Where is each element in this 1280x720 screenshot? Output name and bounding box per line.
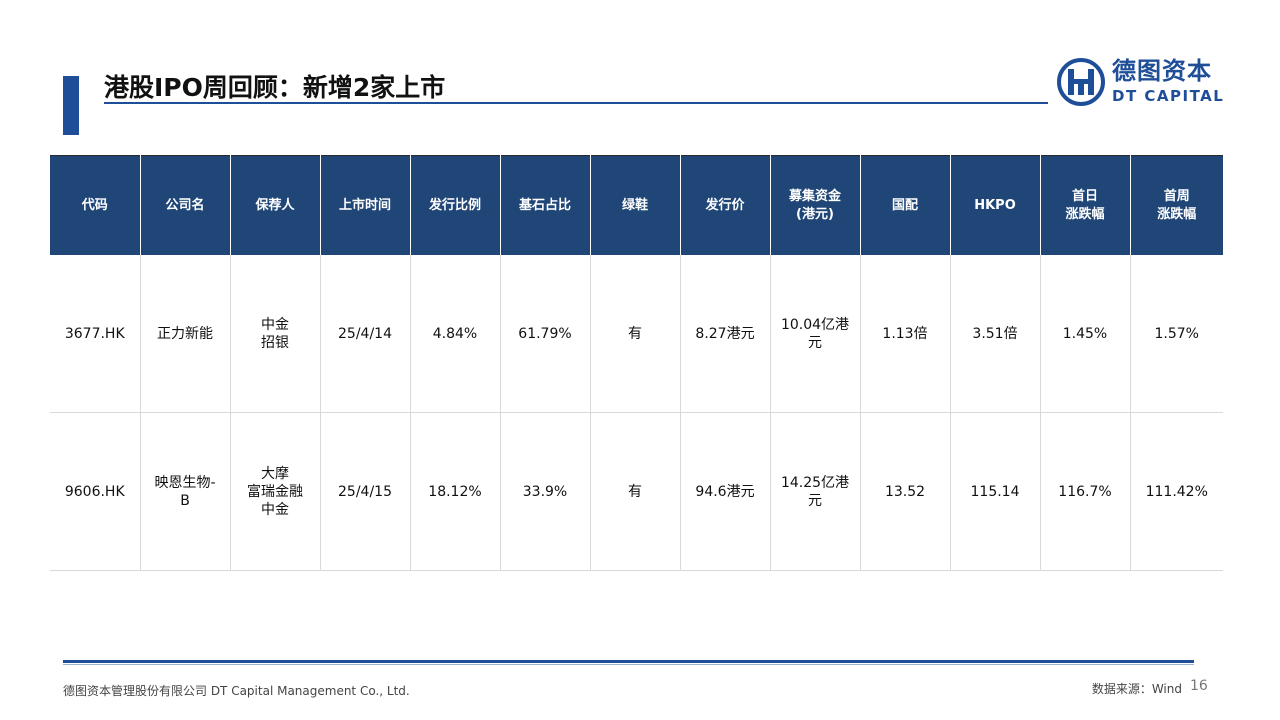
table-cell: 1.45% bbox=[1039, 255, 1131, 413]
table-cell: 14.25亿港 元 bbox=[769, 412, 861, 571]
column-header-issue-ratio: 发行比例 bbox=[409, 155, 501, 255]
table-cell: 116.7% bbox=[1039, 412, 1131, 571]
ipo-table: 代码 公司名 保荐人 上市时间 发行比例 基石占比 绿鞋 发行价 募集资金 (港… bbox=[50, 155, 1223, 571]
column-header-sponsor: 保荐人 bbox=[229, 155, 321, 255]
logo: 德图资本 DT CAPITAL bbox=[1056, 57, 1226, 109]
table-cell: 18.12% bbox=[409, 412, 501, 571]
table-cell: 3677.HK bbox=[50, 255, 141, 413]
title-accent-bar bbox=[63, 76, 79, 135]
table-cell: 1.57% bbox=[1129, 255, 1223, 413]
table-cell: 9606.HK bbox=[50, 412, 141, 571]
table-cell: 3.51倍 bbox=[949, 255, 1041, 413]
title-underline bbox=[104, 102, 1048, 104]
column-header-intl-placing: 国配 bbox=[859, 155, 951, 255]
table-cell: 中金 招银 bbox=[229, 255, 321, 413]
table-cell: 33.9% bbox=[499, 412, 591, 571]
table-cell: 25/4/15 bbox=[319, 412, 411, 571]
table-header-row: 代码 公司名 保荐人 上市时间 发行比例 基石占比 绿鞋 发行价 募集资金 (港… bbox=[50, 155, 1223, 255]
table-cell: 正力新能 bbox=[139, 255, 231, 413]
footer-divider-thin bbox=[63, 664, 1194, 665]
table-row: 3677.HK 正力新能 中金 招银 25/4/14 4.84% 61.79% … bbox=[50, 255, 1223, 413]
footer-divider bbox=[63, 660, 1194, 663]
table-cell: 111.42% bbox=[1129, 412, 1223, 571]
page-title: 港股IPO周回顾：新增2家上市 bbox=[104, 73, 446, 102]
table-cell: 13.52 bbox=[859, 412, 951, 571]
column-header-first-week-change: 首周 涨跌幅 bbox=[1129, 155, 1223, 255]
column-header-funds-raised: 募集资金 (港元) bbox=[769, 155, 861, 255]
table-cell: 映恩生物- B bbox=[139, 412, 231, 571]
logo-english-text: DT CAPITAL bbox=[1112, 87, 1225, 105]
table-cell: 大摩 富瑞金融 中金 bbox=[229, 412, 321, 571]
table-cell: 4.84% bbox=[409, 255, 501, 413]
column-header-company: 公司名 bbox=[139, 155, 231, 255]
page-number: 16 bbox=[1190, 678, 1208, 694]
column-header-listing-date: 上市时间 bbox=[319, 155, 411, 255]
table-cell: 94.6港元 bbox=[679, 412, 771, 571]
column-header-issue-price: 发行价 bbox=[679, 155, 771, 255]
footer-company-name: 德图资本管理股份有限公司 DT Capital Management Co., … bbox=[63, 684, 410, 698]
table-cell: 10.04亿港 元 bbox=[769, 255, 861, 413]
data-source-note: 数据来源：Wind bbox=[1091, 682, 1182, 696]
table-cell: 有 bbox=[589, 412, 681, 571]
table-row: 9606.HK 映恩生物- B 大摩 富瑞金融 中金 25/4/15 18.12… bbox=[50, 412, 1223, 571]
table-cell: 8.27港元 bbox=[679, 255, 771, 413]
table-cell: 115.14 bbox=[949, 412, 1041, 571]
column-header-code: 代码 bbox=[50, 155, 141, 255]
logo-chinese-text: 德图资本 bbox=[1112, 57, 1212, 85]
column-header-greenshoe: 绿鞋 bbox=[589, 155, 681, 255]
table-cell: 25/4/14 bbox=[319, 255, 411, 413]
column-header-first-day-change: 首日 涨跌幅 bbox=[1039, 155, 1131, 255]
column-header-hkpo: HKPO bbox=[949, 155, 1041, 255]
dt-capital-logo-icon bbox=[1057, 58, 1105, 106]
table-cell: 61.79% bbox=[499, 255, 591, 413]
table-cell: 有 bbox=[589, 255, 681, 413]
column-header-cornerstone: 基石占比 bbox=[499, 155, 591, 255]
table-cell: 1.13倍 bbox=[859, 255, 951, 413]
